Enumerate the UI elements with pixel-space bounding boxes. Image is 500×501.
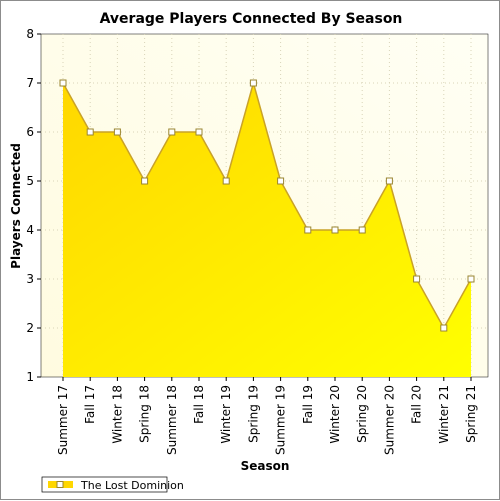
data-point [141, 177, 149, 185]
y-axis: 1 2 3 4 5 6 7 8 [26, 27, 41, 384]
y-tick-label: 1 [26, 370, 34, 384]
x-tick-label: Spring 20 [355, 385, 369, 443]
data-point [222, 177, 230, 185]
data-point [440, 324, 448, 332]
x-tick-label: Fall 18 [192, 385, 206, 424]
data-point [413, 275, 421, 283]
series-line [62, 80, 472, 330]
x-axis-title: Season [241, 459, 290, 473]
x-tick-label: Summer 17 [56, 385, 70, 455]
data-point [358, 226, 366, 234]
y-tick-label: 7 [26, 76, 34, 90]
y-axis-title: Players Connected [9, 143, 23, 269]
area-series [62, 80, 472, 377]
y-tick-label: 3 [26, 272, 34, 286]
x-tick-label: Spring 19 [246, 385, 260, 443]
data-point [249, 79, 257, 87]
data-point [59, 79, 67, 87]
data-point [195, 128, 203, 136]
x-tick-label: Winter 20 [328, 385, 342, 444]
y-tick-label: 5 [26, 174, 34, 188]
x-tick-label: Winter 19 [219, 385, 233, 444]
data-point [168, 128, 176, 136]
legend-box [41, 476, 168, 493]
data-point [304, 226, 312, 234]
x-tick-label: Summer 19 [274, 385, 288, 455]
y-tick-label: 2 [26, 321, 34, 335]
x-tick-label: Summer 20 [382, 385, 396, 455]
y-tick-label: 6 [26, 125, 34, 139]
x-tick-label: Spring 21 [464, 385, 478, 443]
data-point [385, 177, 393, 185]
chart-title: Average Players Connected By Season [100, 11, 403, 27]
x-axis: Summer 17 Fall 17 Winter 18 Spring 18 Summer… [56, 377, 478, 455]
x-tick-label: Fall 20 [410, 385, 424, 424]
legend-marker [56, 481, 64, 488]
y-tick-label: 8 [26, 27, 34, 41]
x-tick-label: Fall 19 [301, 385, 315, 424]
data-point [86, 128, 94, 136]
x-tick-label: Winter 18 [110, 385, 124, 444]
data-point [113, 128, 121, 136]
area-fill [63, 83, 471, 377]
data-point [277, 177, 285, 185]
x-tick-label: Summer 18 [165, 385, 179, 455]
x-tick-label: Spring 18 [138, 385, 152, 443]
y-tick-label: 4 [26, 223, 34, 237]
legend: The Lost Dominion [41, 476, 184, 493]
data-point [467, 275, 475, 283]
x-tick-label: Fall 17 [83, 385, 97, 424]
data-point [331, 226, 339, 234]
legend-label: The Lost Dominion [80, 479, 184, 492]
x-tick-label: Winter 21 [437, 385, 451, 444]
data-points [59, 79, 475, 332]
